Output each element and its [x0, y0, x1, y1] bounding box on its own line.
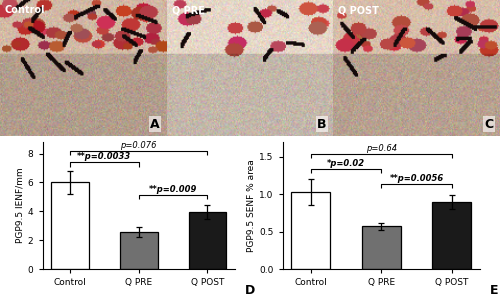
Text: B: B: [317, 118, 326, 131]
Text: D: D: [244, 284, 255, 297]
Text: C: C: [484, 118, 494, 131]
Text: A: A: [150, 118, 160, 131]
Text: **p=0.0056: **p=0.0056: [390, 174, 444, 183]
Y-axis label: PGP9.5 SENF % area: PGP9.5 SENF % area: [248, 159, 256, 252]
Text: Control: Control: [5, 5, 46, 16]
Text: p=0.076: p=0.076: [120, 141, 157, 150]
Text: Q PRE: Q PRE: [172, 5, 204, 16]
Bar: [432, 202, 471, 269]
Y-axis label: PGP9.5 IENF/mm: PGP9.5 IENF/mm: [16, 168, 25, 243]
Text: Q POST: Q POST: [338, 5, 379, 16]
Bar: [52, 182, 89, 269]
Bar: [188, 212, 226, 269]
Bar: [362, 227, 401, 269]
Text: **p=0.009: **p=0.009: [149, 185, 198, 194]
Bar: [120, 231, 158, 269]
Text: E: E: [490, 284, 498, 297]
Text: *p=0.02: *p=0.02: [327, 159, 365, 168]
Text: **p=0.0033: **p=0.0033: [78, 152, 132, 161]
Bar: [292, 192, 330, 269]
Text: p=0.64: p=0.64: [366, 144, 397, 153]
